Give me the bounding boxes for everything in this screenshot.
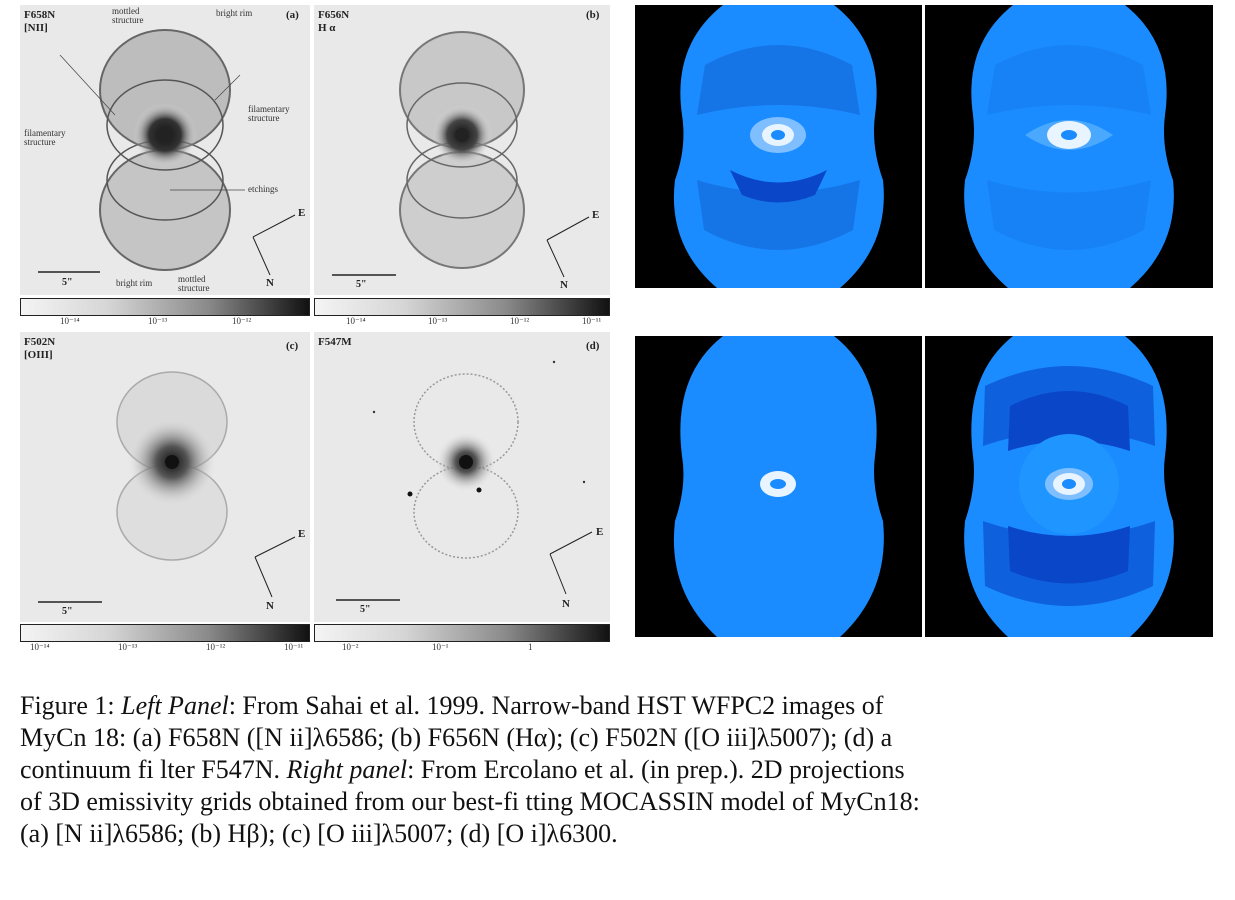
caption-line: Figure 1: Left Panel: From Sahai et al. … bbox=[20, 690, 1220, 722]
filter-name-b: F656N bbox=[318, 9, 350, 21]
annotation-label: etchings bbox=[248, 184, 278, 194]
colorbar-tick: 10⁻¹⁴ bbox=[60, 316, 80, 326]
model-panel-b-hbeta bbox=[925, 5, 1213, 288]
annotation-label: bright rim bbox=[216, 8, 253, 18]
annotation-label: bright rim bbox=[116, 278, 153, 288]
scale-label: 5" bbox=[360, 604, 371, 615]
filter-name-c: F502N bbox=[24, 336, 56, 348]
caption-line: MyCn 18: (a) F658N ([N ii]λ6586; (b) F65… bbox=[20, 723, 893, 752]
filter-name-a: F658N bbox=[24, 9, 56, 21]
compass-east: E bbox=[298, 528, 306, 540]
annotation-label: mottled structure bbox=[112, 6, 144, 25]
nebula-image-a bbox=[38, 29, 296, 276]
annotation-label: mottled structure bbox=[178, 274, 210, 293]
caption-text: Figure 1: bbox=[20, 691, 122, 720]
caption-text: : From Ercolano et al. (in prep.). 2D pr… bbox=[407, 755, 905, 784]
panel-a-f658n: F658N [NII] (a) mottled structure bright… bbox=[20, 5, 310, 295]
panel-letter-c: (c) bbox=[286, 340, 299, 352]
colorbar-tick: 10⁻¹³ bbox=[118, 642, 138, 652]
caption-line: continuum fi lter F547N. Right panel: Fr… bbox=[20, 754, 1220, 786]
compass-east: E bbox=[298, 207, 306, 219]
compass-east: E bbox=[592, 209, 600, 221]
compass-north: N bbox=[562, 598, 570, 610]
colorbar-tick: 10⁻¹⁴ bbox=[30, 642, 50, 652]
caption-text: continuum fi lter F547N. bbox=[20, 755, 287, 784]
colorbar-d bbox=[314, 624, 610, 642]
colorbar-tick: 10⁻¹ bbox=[432, 642, 449, 652]
compass-north: N bbox=[266, 600, 274, 612]
colorbar-a bbox=[20, 298, 310, 316]
compass-north: N bbox=[266, 277, 274, 289]
colorbar-tick: 10⁻² bbox=[342, 642, 359, 652]
figure-caption: Figure 1: Left Panel: From Sahai et al. … bbox=[20, 690, 1220, 850]
colorbar-tick: 10⁻¹² bbox=[510, 316, 530, 326]
colorbar-tick: 10⁻¹¹ bbox=[284, 642, 304, 652]
caption-line: (a) [N ii]λ6586; (b) Hβ); (c) [O iii]λ50… bbox=[20, 819, 618, 848]
panel-c-f502n: F502N [OIII] (c) 5" E N bbox=[20, 332, 310, 622]
annotation-label: filamentary structure bbox=[248, 104, 290, 123]
panel-letter-b: (b) bbox=[586, 9, 600, 21]
line-name-c: [OIII] bbox=[24, 349, 53, 361]
compass-north: N bbox=[560, 279, 568, 291]
nebula-image-b bbox=[332, 31, 590, 278]
line-name-b: H α bbox=[318, 22, 336, 34]
panel-d-f547m: F547M (d) 5" E N bbox=[314, 332, 610, 622]
model-panel-d-oi bbox=[925, 336, 1213, 637]
caption-emphasis: Right panel bbox=[286, 755, 408, 784]
caption-text: : From Sahai et al. 1999. Narrow-band HS… bbox=[228, 691, 884, 720]
nebula-image-d bbox=[336, 360, 593, 601]
colorbar-tick: 1 bbox=[528, 642, 533, 652]
scale-label: 5" bbox=[356, 279, 367, 290]
colorbar-tick: 10⁻¹³ bbox=[428, 316, 448, 326]
panel-letter-a: (a) bbox=[286, 9, 299, 21]
nebula-image-c bbox=[38, 371, 296, 603]
panel-b-f656n: F656N H α (b) 5" E N bbox=[314, 5, 610, 295]
colorbar-c bbox=[20, 624, 310, 642]
scale-label: 5" bbox=[62, 606, 73, 617]
model-panel-c-oiii bbox=[635, 336, 922, 637]
colorbar-tick: 10⁻¹² bbox=[232, 316, 252, 326]
scale-label: 5" bbox=[62, 277, 73, 288]
colorbar-tick: 10⁻¹² bbox=[206, 642, 226, 652]
caption-emphasis: Left Panel bbox=[121, 691, 229, 720]
model-panel-a-nii bbox=[635, 5, 922, 288]
annotation-label: filamentary structure bbox=[24, 128, 66, 147]
colorbar-tick: 10⁻¹³ bbox=[148, 316, 168, 326]
colorbar-tick: 10⁻¹¹ bbox=[582, 316, 602, 326]
colorbar-b bbox=[314, 298, 610, 316]
panel-letter-d: (d) bbox=[586, 340, 600, 352]
colorbar-tick: 10⁻¹⁴ bbox=[346, 316, 366, 326]
compass-east: E bbox=[596, 526, 604, 538]
caption-line: of 3D emissivity grids obtained from our… bbox=[20, 787, 920, 816]
filter-name-d: F547M bbox=[318, 336, 352, 348]
line-name-a: [NII] bbox=[24, 22, 48, 34]
